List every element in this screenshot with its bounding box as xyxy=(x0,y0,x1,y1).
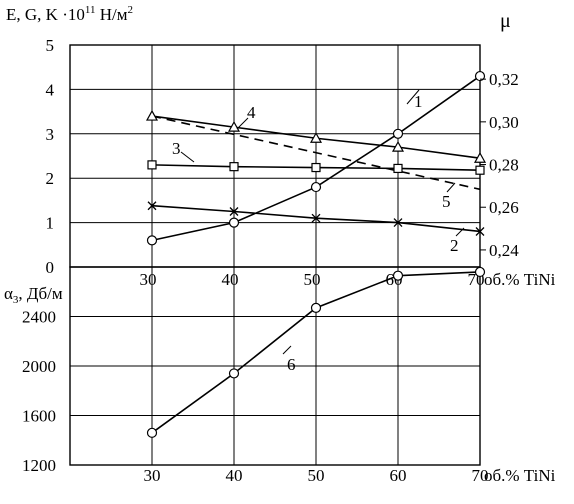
top-y-ticks-right: 0,24 0,26 0,28 0,30 0,32 xyxy=(480,70,519,260)
top-x-axis-label: об.% TiNi xyxy=(484,270,556,289)
curve-3-label: 3 xyxy=(172,139,181,158)
series-2-point xyxy=(147,201,157,211)
top-x-ticks: 30 40 50 60 70 xyxy=(140,270,485,289)
bottom-y-tick-label: 2400 xyxy=(22,308,56,327)
bottom-y-tick-label: 1200 xyxy=(22,456,56,475)
series-3-point xyxy=(147,160,157,170)
series-2-point xyxy=(475,227,485,236)
series-1-point xyxy=(392,128,404,139)
top-y-right-axis-label: μ xyxy=(500,10,511,32)
series-4-point xyxy=(227,120,241,132)
bottom-y-tick-label: 1600 xyxy=(22,407,56,426)
series-3-point xyxy=(475,165,485,175)
top-y-right-tick-label: 0,28 xyxy=(489,156,519,175)
top-markers-group xyxy=(145,70,487,246)
top-x-tick-label: 50 xyxy=(304,270,321,289)
top-y-tick-label: 1 xyxy=(46,214,55,233)
series-6-point xyxy=(392,270,404,281)
curve-5-leader xyxy=(446,182,456,193)
series-4-point xyxy=(309,132,323,143)
top-x-tick-label: 40 xyxy=(222,270,239,289)
curve-3-leader xyxy=(180,151,195,163)
bottom-chart: 1200 1600 2000 2400 30 40 50 60 70 α3, Дб/м об.… xyxy=(4,266,556,485)
series-2-point xyxy=(229,207,239,216)
series-1-point xyxy=(146,235,158,246)
bottom-x-tick-label: 40 xyxy=(226,466,243,485)
bottom-y-ticks: 1200 1600 2000 2400 xyxy=(22,308,56,476)
series-6-point xyxy=(474,266,486,278)
curve-2-label: 2 xyxy=(450,236,459,255)
top-y-right-tick-label: 0,24 xyxy=(489,241,519,260)
curve-4-leader xyxy=(236,117,249,130)
bottom-x-tick-label: 50 xyxy=(308,466,325,485)
top-y-axis-label: E, G, K ·1011 Н/м2 xyxy=(6,4,133,24)
top-y-ticks-left: 0 1 2 3 4 5 xyxy=(46,36,55,277)
series-2-point xyxy=(311,213,321,223)
series-3-point xyxy=(393,163,403,174)
bottom-x-tick-label: 70 xyxy=(472,466,489,485)
curve-2-leader xyxy=(455,227,465,237)
bottom-markers-group xyxy=(146,266,486,438)
bottom-x-axis-label: об.% TiNi xyxy=(484,466,556,485)
curve-1-leader xyxy=(406,89,420,105)
series-4-point xyxy=(473,151,487,163)
series-6-point xyxy=(146,427,158,438)
bottom-y-tick-label: 2000 xyxy=(22,357,56,376)
top-x-tick-label: 30 xyxy=(140,270,157,289)
top-y-tick-label: 2 xyxy=(46,169,55,188)
top-y-tick-label: 3 xyxy=(46,125,55,144)
series-2-point xyxy=(393,218,403,228)
series-1-point xyxy=(310,181,322,193)
bottom-y-axis-label: α3, Дб/м xyxy=(4,284,63,306)
bottom-gridlines xyxy=(70,267,481,465)
series-4-point xyxy=(391,140,405,152)
series-1-point xyxy=(228,217,240,228)
curve-4-label: 4 xyxy=(247,103,256,122)
series-6-point xyxy=(228,368,240,379)
series-3-point xyxy=(229,162,239,172)
series-5-line xyxy=(151,115,481,191)
curve-1-label: 1 xyxy=(414,92,423,111)
series-6-point xyxy=(310,302,322,313)
top-y-right-tick-label: 0,32 xyxy=(489,70,519,89)
bottom-x-tick-label: 60 xyxy=(390,466,407,485)
bottom-x-tick-label: 30 xyxy=(144,466,161,485)
series-3-point xyxy=(311,162,321,173)
top-plot-frame xyxy=(69,44,481,268)
top-y-right-tick-label: 0,30 xyxy=(489,113,519,132)
bottom-curve-labels: 6 xyxy=(282,345,296,374)
top-gridlines xyxy=(70,45,481,267)
curve-6-leader xyxy=(282,345,292,355)
series-4-point xyxy=(145,109,159,121)
series-1-point xyxy=(474,70,486,82)
bottom-x-ticks: 30 40 50 60 70 xyxy=(144,466,489,485)
bottom-plot-frame xyxy=(69,266,481,466)
top-curve-labels: 1 2 3 4 5 xyxy=(172,89,465,255)
top-y-right-tick-label: 0,26 xyxy=(489,198,519,217)
top-y-tick-label: 0 xyxy=(46,258,55,277)
curve-6-label: 6 xyxy=(287,355,296,374)
top-y-tick-label: 4 xyxy=(46,80,55,99)
top-y-tick-label: 5 xyxy=(46,36,55,55)
curve-5-label: 5 xyxy=(442,192,451,211)
